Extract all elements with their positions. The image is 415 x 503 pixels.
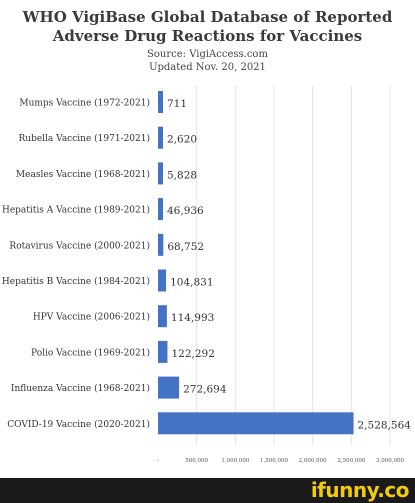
bar [158,162,163,185]
x-tick-label: 500,000 [185,458,208,464]
bar [158,376,180,399]
ifunny-watermark: ifunny.co [310,478,410,502]
value-label: 5,828 [167,169,197,181]
chart-subtitle: Source: VigiAccess.com Updated Nov. 20, … [0,48,415,74]
value-label: 2,528,564 [358,419,412,431]
footer-bar [0,478,415,503]
x-tick-label: 1,500,000 [260,458,288,464]
category-label: HPV Vaccine (2006-2021) [33,312,150,323]
x-tick-label: 2,000,000 [299,458,327,464]
bar [158,126,163,149]
chart-title-line2: Adverse Drug Reactions for Vaccines [52,27,363,45]
chart-title-line1: WHO VigiBase Global Database of Reported [22,8,393,26]
bar [158,340,168,363]
category-label: Rubella Vaccine (1971-2021) [19,133,151,144]
value-label: 272,694 [183,384,227,396]
category-label: Influenza Vaccine (1968-2021) [11,383,150,394]
category-label: Hepatitis B Vaccine (1984-2021) [2,276,150,287]
category-label: Measles Vaccine (1968-2021) [16,169,150,180]
value-label: 68,752 [167,241,204,253]
x-tick-label: - [157,458,159,464]
source-text: Source: VigiAccess.com [147,49,268,60]
bar-chart: Mumps Vaccine (1972-2021) 711 Rubella Vacc… [2,86,412,464]
x-tick-label: 3,000,000 [376,458,404,464]
value-label: 104,831 [170,277,213,289]
bar [158,305,167,328]
category-label: Rotavirus Vaccine (2000-2021) [9,240,150,251]
value-label: 46,936 [167,205,204,217]
x-tick-label: 2,500,000 [337,458,365,464]
category-label: COVID-19 Vaccine (2020-2021) [7,419,150,430]
category-label: Polio Vaccine (1969-2021) [31,347,150,358]
bar [158,412,354,435]
updated-text: Updated Nov. 20, 2021 [149,62,266,73]
bar [158,91,163,113]
value-label: 122,292 [171,348,214,360]
bar [158,198,163,221]
value-label: 114,993 [171,312,214,324]
value-label: 711 [167,98,187,110]
bar [158,233,164,256]
bar [158,269,167,292]
category-label: Mumps Vaccine (1972-2021) [19,98,150,109]
x-tick-label: 1,000,000 [221,458,249,464]
value-label: 2,620 [167,134,197,146]
chart-title: WHO VigiBase Global Database of Reported… [0,8,415,46]
category-label: Hepatitis A Vaccine (1989-2021) [2,205,150,216]
